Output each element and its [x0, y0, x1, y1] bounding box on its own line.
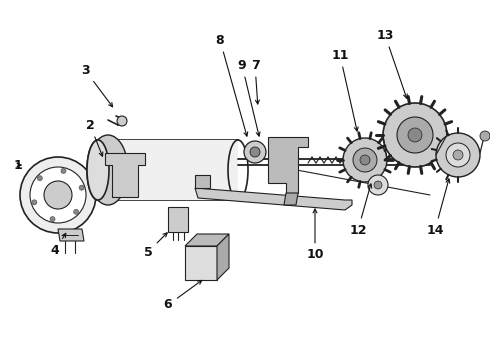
- Circle shape: [37, 176, 42, 181]
- Circle shape: [244, 141, 266, 163]
- Circle shape: [368, 175, 388, 195]
- Text: 1: 1: [14, 158, 23, 171]
- Circle shape: [438, 144, 450, 156]
- Text: 14: 14: [426, 179, 450, 237]
- Text: 9: 9: [238, 59, 260, 136]
- Circle shape: [480, 131, 490, 141]
- Circle shape: [343, 138, 387, 182]
- Text: 7: 7: [250, 59, 259, 104]
- Text: 3: 3: [81, 63, 113, 107]
- Circle shape: [79, 185, 84, 190]
- Circle shape: [50, 217, 55, 222]
- Circle shape: [446, 143, 470, 167]
- Circle shape: [436, 133, 480, 177]
- Circle shape: [117, 116, 127, 126]
- Polygon shape: [168, 207, 188, 232]
- Ellipse shape: [87, 140, 109, 200]
- Circle shape: [383, 103, 447, 167]
- Polygon shape: [195, 175, 210, 188]
- Text: 6: 6: [164, 280, 202, 311]
- Text: 2: 2: [86, 118, 103, 156]
- Polygon shape: [105, 153, 145, 197]
- Text: 13: 13: [376, 28, 407, 98]
- Circle shape: [397, 117, 433, 153]
- Polygon shape: [98, 140, 238, 200]
- Text: 8: 8: [216, 33, 248, 136]
- Text: 10: 10: [306, 209, 324, 261]
- Polygon shape: [98, 157, 110, 173]
- Text: 5: 5: [144, 233, 167, 258]
- Circle shape: [453, 150, 463, 160]
- Polygon shape: [195, 188, 352, 210]
- Circle shape: [408, 128, 422, 142]
- Text: 12: 12: [349, 184, 372, 237]
- Polygon shape: [284, 193, 298, 205]
- Circle shape: [441, 148, 446, 153]
- Polygon shape: [217, 234, 229, 280]
- Polygon shape: [58, 229, 84, 241]
- Polygon shape: [268, 137, 308, 193]
- Polygon shape: [185, 246, 217, 280]
- Polygon shape: [185, 234, 229, 246]
- Circle shape: [374, 181, 382, 189]
- Circle shape: [30, 167, 86, 223]
- Text: 11: 11: [331, 49, 358, 131]
- Circle shape: [353, 148, 377, 172]
- Circle shape: [360, 155, 370, 165]
- Ellipse shape: [87, 140, 109, 200]
- Circle shape: [250, 147, 260, 157]
- Text: 4: 4: [50, 233, 66, 256]
- Ellipse shape: [88, 135, 128, 205]
- Circle shape: [44, 181, 72, 209]
- Circle shape: [74, 209, 79, 214]
- Circle shape: [32, 200, 37, 205]
- Circle shape: [61, 168, 66, 174]
- Circle shape: [20, 157, 96, 233]
